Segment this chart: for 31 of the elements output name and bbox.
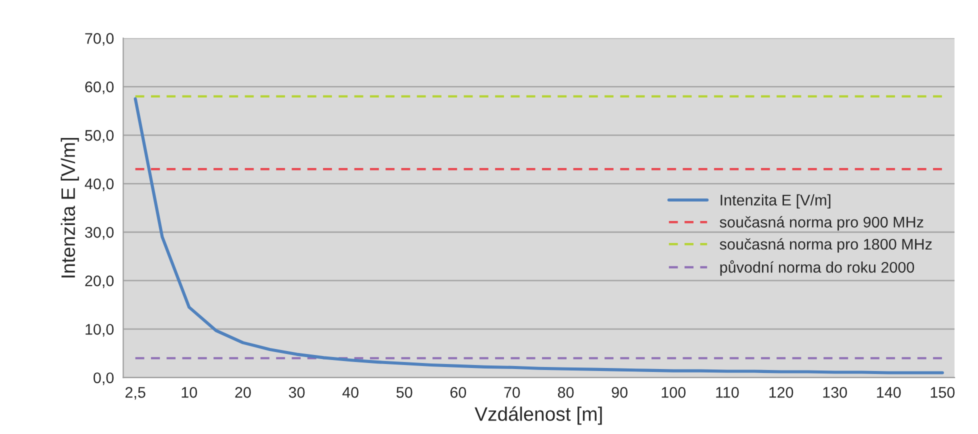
legend-label: původní norma do roku 2000	[720, 260, 914, 276]
x-tick-label: 40	[342, 387, 358, 398]
y-tick-label: 10,0	[86, 324, 114, 337]
x-tick-label: 140	[877, 387, 901, 398]
y-tick-label: 0,0	[94, 372, 114, 386]
line-series	[134, 97, 944, 374]
x-tick-label: 2,5	[125, 387, 146, 400]
y-tick-label: 50,0	[85, 130, 114, 143]
x-tick-label: 130	[823, 387, 847, 398]
y-tick-label: 30,0	[85, 226, 114, 240]
y-axis-title: Intenzita E [V/m]	[60, 138, 79, 278]
legend-label: současná norma pro 900 MHz	[720, 216, 924, 231]
x-tick-label: 120	[769, 387, 794, 398]
x-tick-label: 70	[504, 387, 520, 398]
y-tick-label: 40,0	[84, 178, 114, 192]
y-tick-label: 70,0	[85, 33, 114, 46]
x-tick-label: 100	[662, 387, 686, 398]
x-tick-label: 20	[235, 387, 251, 398]
x-tick-label: 60	[450, 387, 466, 398]
legend-label: současná norma pro 1800 MHz	[720, 238, 932, 253]
x-tick-label: 30	[288, 387, 305, 398]
x-tick-label: 90	[612, 387, 628, 398]
y-tick-label: 20,0	[85, 275, 114, 288]
x-axis-title: Vzdálenost [m]	[474, 406, 602, 425]
x-tick-label: 10	[182, 387, 198, 398]
x-tick-label: 110	[716, 387, 739, 398]
x-tick-label: 50	[396, 387, 412, 398]
y-tick-label: 60,0	[85, 82, 114, 94]
x-tick-label: 150	[930, 387, 955, 398]
x-tick-label: 80	[558, 387, 574, 398]
legend-label: Intenzita E [V/m]	[720, 194, 830, 209]
